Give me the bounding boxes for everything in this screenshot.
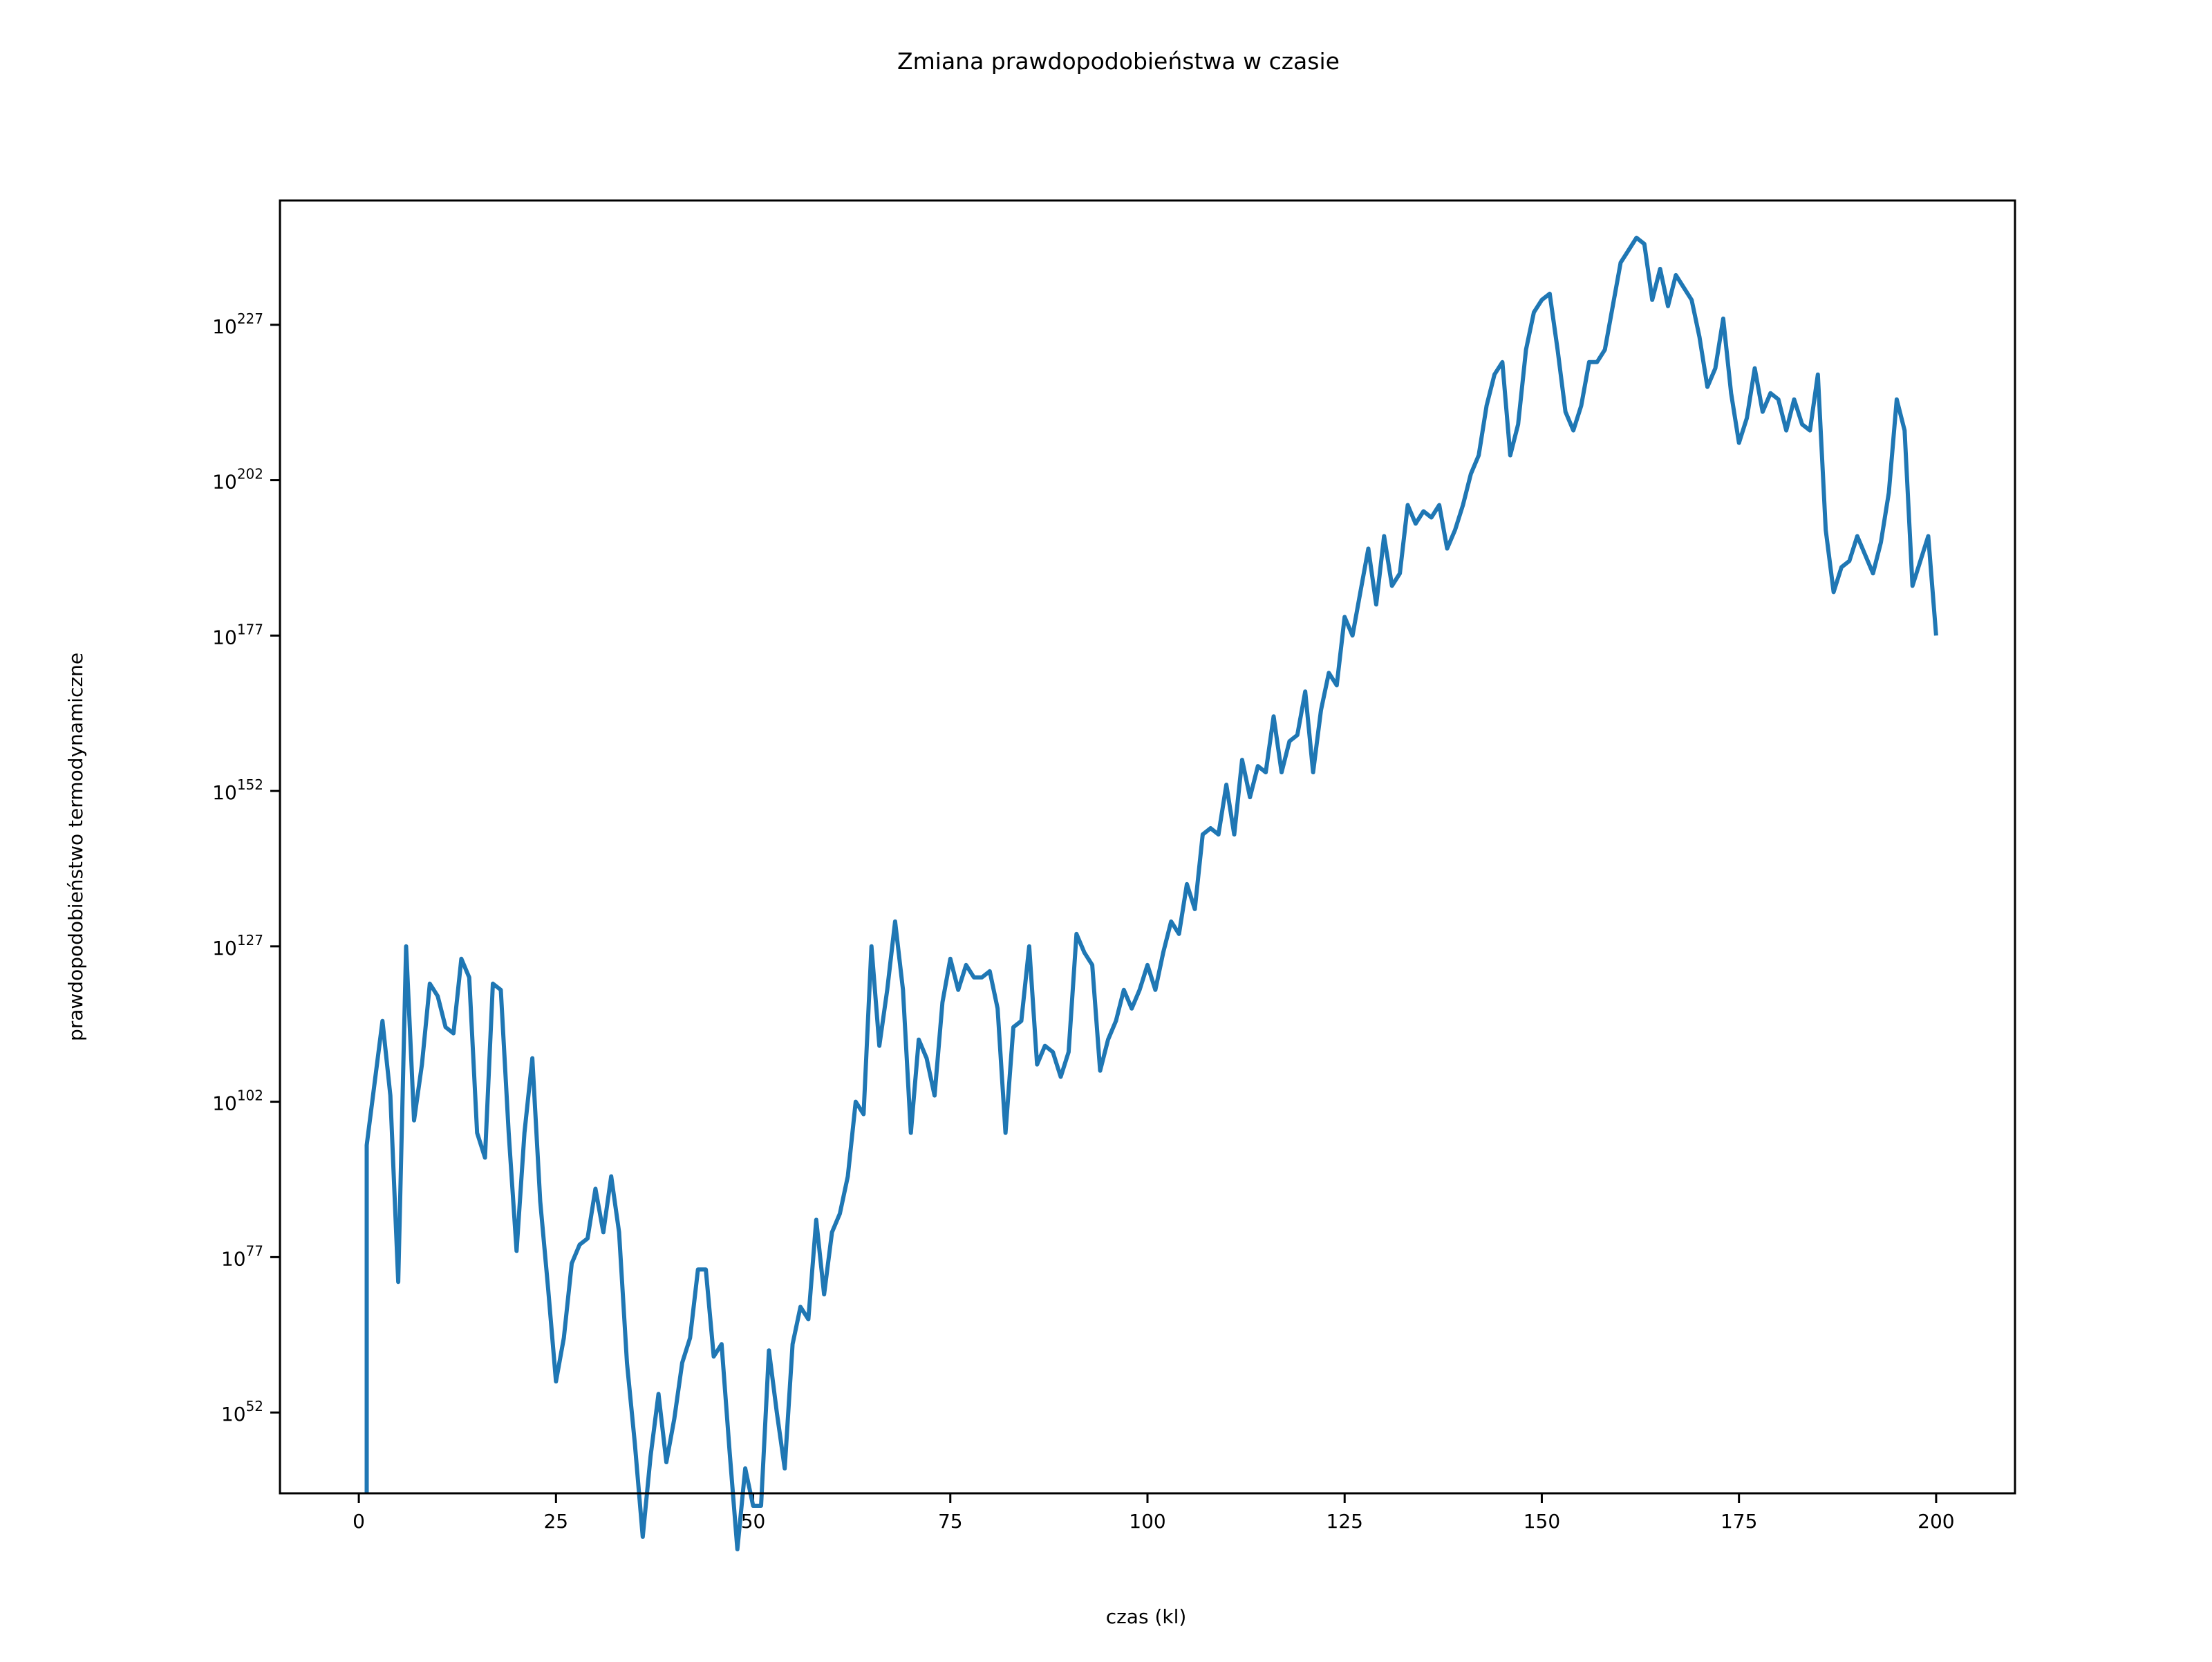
x-axis-label: czas (kl) bbox=[1106, 1605, 1187, 1628]
x-tick-label: 100 bbox=[1129, 1510, 1165, 1533]
y-tick-label: 10177 bbox=[212, 621, 263, 648]
plot-layer bbox=[364, 235, 1938, 1551]
x-tick-label: 25 bbox=[543, 1510, 568, 1533]
x-tick-label: 50 bbox=[741, 1510, 766, 1533]
x-tick-label: 0 bbox=[353, 1510, 365, 1533]
y-tick-label: 10152 bbox=[212, 776, 263, 804]
y-axis-label: prawdopodobieństwo termodynamiczne bbox=[64, 653, 87, 1041]
x-tick-label: 150 bbox=[1524, 1510, 1560, 1533]
y-tick-label: 10127 bbox=[212, 932, 263, 960]
y-tick-label: 1052 bbox=[221, 1398, 263, 1426]
x-tick-label: 75 bbox=[938, 1510, 963, 1533]
y-tick-label: 10227 bbox=[212, 310, 263, 338]
x-tick-label: 175 bbox=[1721, 1510, 1757, 1533]
x-tick-label: 200 bbox=[1918, 1510, 1954, 1533]
series-line bbox=[364, 235, 1938, 1551]
chart-title: Zmiana prawdopodobieństwa w czasie bbox=[897, 48, 1340, 75]
y-tick-label: 10202 bbox=[212, 466, 263, 494]
x-tick-label: 125 bbox=[1327, 1510, 1363, 1533]
y-tick-label: 1077 bbox=[221, 1242, 263, 1270]
plot-frame bbox=[279, 199, 2016, 1495]
ticks-layer: 0 25 50 75 100 125 150 175 200 1052 1077 10102 10127… bbox=[212, 310, 1954, 1533]
y-tick-label: 10102 bbox=[212, 1087, 263, 1115]
